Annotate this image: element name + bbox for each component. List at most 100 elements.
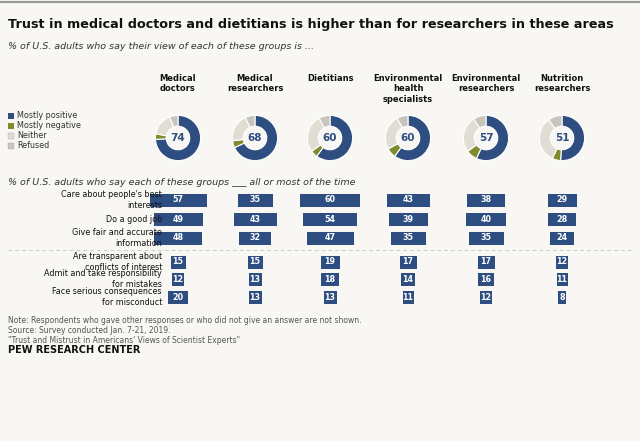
Bar <box>467 194 505 206</box>
Wedge shape <box>156 134 166 139</box>
Bar <box>8 112 14 119</box>
Bar <box>237 194 273 206</box>
Bar <box>466 213 506 225</box>
Text: % of U.S. adults who say each of these groups ___ all or most of the time: % of U.S. adults who say each of these g… <box>8 178 355 187</box>
Text: PEW RESEARCH CENTER: PEW RESEARCH CENTER <box>8 345 140 355</box>
Bar <box>547 194 577 206</box>
Text: 35: 35 <box>403 233 413 243</box>
Bar <box>234 213 276 225</box>
Wedge shape <box>156 116 200 161</box>
Bar <box>558 291 566 303</box>
Text: Nutrition
researchers: Nutrition researchers <box>534 74 590 93</box>
Bar <box>477 255 495 269</box>
Bar <box>248 273 262 285</box>
Text: 60: 60 <box>401 133 415 143</box>
Text: 16: 16 <box>481 274 492 284</box>
Text: Refused: Refused <box>17 142 49 150</box>
Text: 12: 12 <box>481 292 492 302</box>
Bar <box>478 273 494 285</box>
Wedge shape <box>548 116 562 128</box>
Text: 57: 57 <box>173 195 184 205</box>
Text: % of U.S. adults who say their view of each of these groups is ...: % of U.S. adults who say their view of e… <box>8 42 314 51</box>
Text: 68: 68 <box>248 133 262 143</box>
Bar <box>154 213 202 225</box>
Text: Source: Survey conducted Jan. 7-21, 2019.: Source: Survey conducted Jan. 7-21, 2019… <box>8 326 170 335</box>
Text: Note: Respondents who gave other responses or who did not give an answer are not: Note: Respondents who gave other respons… <box>8 316 362 325</box>
Text: 24: 24 <box>556 233 568 243</box>
Bar <box>388 213 428 225</box>
Text: 11: 11 <box>557 274 568 284</box>
Text: Care about people's best
interests: Care about people's best interests <box>61 191 162 210</box>
Text: Admit and take responsibility
for mistakes: Admit and take responsibility for mistak… <box>44 269 162 289</box>
Bar <box>8 142 14 149</box>
Wedge shape <box>234 116 278 161</box>
Text: Do a good job: Do a good job <box>106 214 162 224</box>
Bar <box>550 232 574 244</box>
Text: 20: 20 <box>172 292 184 302</box>
Text: Medical
researchers: Medical researchers <box>227 74 283 93</box>
Text: Mostly negative: Mostly negative <box>17 122 81 131</box>
Text: 40: 40 <box>481 214 492 224</box>
Text: Neither: Neither <box>17 131 47 141</box>
Bar <box>556 255 568 269</box>
Text: 38: 38 <box>481 195 492 205</box>
Bar <box>480 291 492 303</box>
Text: 43: 43 <box>403 195 413 205</box>
Wedge shape <box>540 120 557 158</box>
Bar <box>248 255 262 269</box>
Bar <box>557 273 568 285</box>
Text: 60: 60 <box>324 195 335 205</box>
Wedge shape <box>468 145 481 158</box>
Bar <box>390 232 426 244</box>
Text: Give fair and accurate
information: Give fair and accurate information <box>72 228 162 248</box>
Bar <box>387 194 429 206</box>
Text: 48: 48 <box>172 233 184 243</box>
Wedge shape <box>395 116 431 161</box>
Wedge shape <box>397 116 408 128</box>
Wedge shape <box>385 118 403 149</box>
Text: 15: 15 <box>250 258 260 266</box>
Text: 8: 8 <box>559 292 565 302</box>
Wedge shape <box>476 116 509 161</box>
Text: 18: 18 <box>324 274 335 284</box>
Text: Face serious consequences
for misconduct: Face serious consequences for misconduct <box>52 287 162 306</box>
Text: 47: 47 <box>324 233 335 243</box>
Text: "Trust and Mistrust in Americans' Views of Scientist Experts": "Trust and Mistrust in Americans' Views … <box>8 336 240 345</box>
Text: 35: 35 <box>481 233 492 243</box>
Bar <box>323 291 337 303</box>
Text: 74: 74 <box>171 133 186 143</box>
Text: 13: 13 <box>250 274 260 284</box>
Text: 17: 17 <box>481 258 492 266</box>
Text: Are transparent about
conflicts of interest: Are transparent about conflicts of inter… <box>73 252 162 272</box>
Text: 13: 13 <box>250 292 260 302</box>
Text: 29: 29 <box>556 195 568 205</box>
Bar <box>150 194 207 206</box>
Text: 13: 13 <box>324 292 335 302</box>
Wedge shape <box>170 116 178 127</box>
Text: 39: 39 <box>403 214 413 224</box>
Bar <box>8 123 14 128</box>
Wedge shape <box>561 116 584 161</box>
Bar <box>8 132 14 138</box>
Text: 28: 28 <box>556 214 568 224</box>
Wedge shape <box>552 149 561 161</box>
Text: 60: 60 <box>323 133 337 143</box>
Text: 32: 32 <box>250 233 260 243</box>
Wedge shape <box>307 118 324 151</box>
Bar <box>300 194 360 206</box>
Bar <box>548 213 576 225</box>
Bar <box>321 273 339 285</box>
Bar <box>303 213 357 225</box>
Bar <box>403 291 413 303</box>
Bar <box>248 291 262 303</box>
Bar <box>239 232 271 244</box>
Text: 12: 12 <box>556 258 568 266</box>
Text: Medical
doctors: Medical doctors <box>160 74 196 93</box>
Text: 17: 17 <box>403 258 413 266</box>
Bar <box>401 273 415 285</box>
Bar <box>154 232 202 244</box>
Text: 12: 12 <box>172 274 184 284</box>
Wedge shape <box>245 116 255 127</box>
Bar <box>321 255 339 269</box>
Text: 15: 15 <box>173 258 184 266</box>
